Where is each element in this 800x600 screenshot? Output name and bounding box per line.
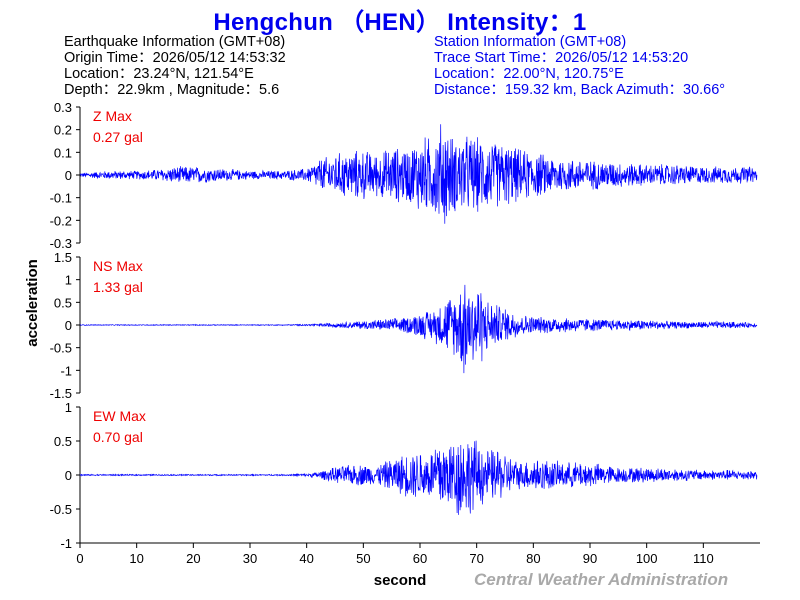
ns-y-tick-label: -1.5	[50, 386, 72, 401]
chart-title: Hengchun （HEN） Intensity：1	[213, 9, 587, 36]
x-tick-label: 50	[356, 551, 370, 566]
y-axis-label: acceleration	[24, 259, 41, 347]
z-y-tick-label: -0.2	[50, 213, 72, 228]
x-tick-label: 100	[636, 551, 658, 566]
x-tick-label: 90	[583, 551, 597, 566]
z-y-tick-label: 0.3	[54, 100, 72, 115]
z-max-label: Z Max	[93, 108, 132, 124]
z-waveform	[79, 124, 758, 224]
ns-max-label: NS Max	[93, 258, 143, 274]
x-tick-label: 110	[693, 551, 714, 566]
z-y-tick-label: 0	[65, 168, 72, 183]
x-tick-label: 30	[243, 551, 257, 566]
ns-waveform	[79, 284, 758, 374]
ew-y-tick-label: 0.5	[54, 434, 72, 449]
station-info-header: Station Information (GMT+08)	[434, 34, 627, 50]
earthquake-info-header: Earthquake Information (GMT+08)	[64, 34, 286, 50]
ew-waveform	[79, 440, 758, 515]
x-tick-label: 20	[186, 551, 200, 566]
ns-y-tick-label: 1.5	[54, 250, 72, 265]
depth-magnitude: Depth：22.9km , Magnitude：5.6	[64, 82, 280, 98]
epicenter-location: Location：23.24°N, 121.54°E	[64, 66, 254, 82]
earthquake-info-panel: Earthquake Information (GMT+08) Origin T…	[64, 34, 286, 98]
x-tick-label: 80	[526, 551, 540, 566]
ns-y-tick-label: 0.5	[54, 295, 72, 310]
x-tick-label: 60	[413, 551, 427, 566]
ew-max-label: EW Max	[93, 408, 146, 424]
z-y-tick-label: -0.3	[50, 236, 72, 251]
ns-y-tick-label: -1	[60, 363, 72, 378]
ew-y-tick-label: 1	[65, 400, 72, 415]
z-y-tick-label: 0.2	[54, 123, 72, 138]
ew-y-tick-label: -0.5	[50, 502, 72, 517]
x-tick-label: 10	[129, 551, 143, 566]
station-info-panel: Station Information (GMT+08) Trace Start…	[434, 34, 725, 98]
x-tick-label: 40	[299, 551, 313, 566]
ns-y-tick-label: -0.5	[50, 341, 72, 356]
trace-start-time: Trace Start Time：2026/05/12 14:53:20	[434, 50, 689, 66]
ew-y-tick-label: -1	[60, 536, 72, 551]
ns-max-value: 1.33 gal	[93, 279, 143, 295]
ew-y-tick-label: 0	[65, 468, 72, 483]
ew-max-value: 0.70 gal	[93, 429, 143, 445]
ns-y-tick-label: 1	[65, 273, 72, 288]
x-axis-label: second	[374, 572, 427, 589]
distance-azimuth: Distance：159.32 km, Back Azimuth：30.66°	[434, 82, 726, 98]
z-y-tick-label: -0.1	[50, 191, 72, 206]
agency-credit: Central Weather Administration	[474, 570, 729, 589]
z-y-tick-label: 0.1	[54, 145, 72, 160]
ns-y-tick-label: 0	[65, 318, 72, 333]
x-tick-label: 70	[469, 551, 483, 566]
origin-time: Origin Time：2026/05/12 14:53:32	[64, 50, 286, 66]
station-location: Location：22.00°N, 120.75°E	[434, 66, 624, 82]
x-tick-label: 0	[76, 551, 83, 566]
z-max-value: 0.27 gal	[93, 129, 143, 145]
